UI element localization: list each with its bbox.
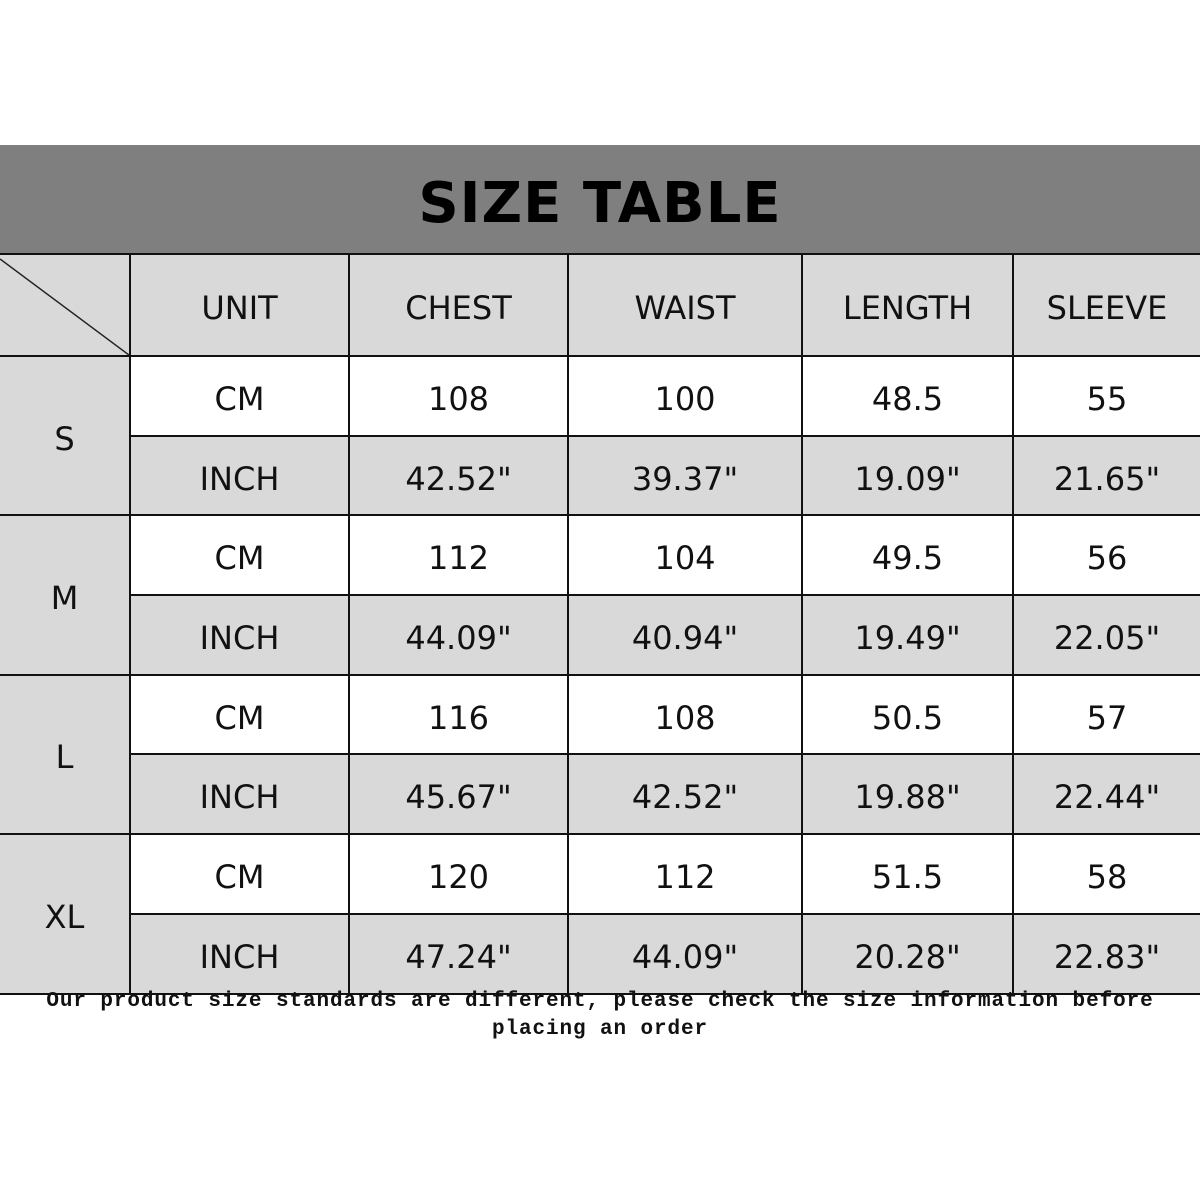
header-chest: CHEST bbox=[348, 253, 569, 357]
value-cell: 57 bbox=[1012, 673, 1200, 756]
value-cell: 44.09" bbox=[567, 912, 803, 995]
value-cell: 19.49" bbox=[801, 594, 1014, 676]
value-cell: 56 bbox=[1012, 514, 1200, 597]
table-row: INCH 42.52" 39.37" 19.09" 21.65" bbox=[0, 434, 1200, 517]
unit-cell: INCH bbox=[130, 912, 350, 995]
value-cell: 45.67" bbox=[348, 753, 569, 836]
size-table: UNIT CHEST WAIST LENGTH SLEEVE S CM 108 100… bbox=[0, 253, 1200, 995]
value-cell: 108 bbox=[348, 355, 569, 437]
value-cell: 112 bbox=[567, 833, 803, 915]
table-row: INCH 45.67" 42.52" 19.88" 22.44" bbox=[0, 753, 1200, 836]
table-row: INCH 44.09" 40.94" 19.49" 22.05" bbox=[0, 594, 1200, 676]
size-label: S bbox=[0, 354, 131, 517]
value-cell: 58 bbox=[1012, 833, 1200, 915]
header-row: UNIT CHEST WAIST LENGTH SLEEVE bbox=[0, 253, 1200, 357]
title-band: SIZE TABLE bbox=[0, 145, 1200, 253]
value-cell: 104 bbox=[567, 514, 803, 597]
unit-cell: CM bbox=[129, 833, 350, 915]
page-title: SIZE TABLE bbox=[418, 170, 782, 236]
size-label: L bbox=[0, 673, 131, 836]
value-cell: 112 bbox=[348, 514, 569, 597]
value-cell: 20.28" bbox=[801, 912, 1014, 995]
value-cell: 47.24" bbox=[348, 912, 569, 995]
size-label: XL bbox=[0, 833, 131, 995]
unit-cell: CM bbox=[129, 673, 350, 756]
corner-cell bbox=[0, 253, 131, 357]
header-length: LENGTH bbox=[801, 253, 1014, 357]
diagonal-line-icon bbox=[0, 255, 129, 355]
value-cell: 48.5 bbox=[801, 355, 1014, 437]
unit-cell: CM bbox=[129, 355, 350, 437]
value-cell: 22.83" bbox=[1012, 912, 1200, 995]
value-cell: 22.05" bbox=[1012, 594, 1200, 676]
value-cell: 22.44" bbox=[1012, 753, 1200, 836]
unit-cell: INCH bbox=[130, 594, 350, 676]
value-cell: 55 bbox=[1012, 355, 1200, 437]
value-cell: 42.52" bbox=[348, 434, 569, 517]
value-cell: 100 bbox=[567, 355, 803, 437]
unit-cell: INCH bbox=[130, 434, 350, 517]
table-row: INCH 47.24" 44.09" 20.28" 22.83" bbox=[0, 912, 1200, 995]
value-cell: 19.88" bbox=[801, 753, 1014, 836]
unit-cell: INCH bbox=[130, 753, 350, 836]
note-line-1: Our product size standards are different… bbox=[46, 990, 1154, 1013]
value-cell: 108 bbox=[567, 673, 803, 756]
size-label: M bbox=[0, 514, 131, 676]
header-sleeve: SLEEVE bbox=[1012, 253, 1200, 357]
table-row: S CM 108 100 48.5 55 bbox=[0, 354, 1200, 517]
value-cell: 19.09" bbox=[801, 434, 1014, 517]
value-cell: 39.37" bbox=[567, 434, 803, 517]
value-cell: 120 bbox=[348, 833, 569, 915]
value-cell: 21.65" bbox=[1012, 434, 1200, 517]
size-note: Our product size standards are different… bbox=[0, 988, 1200, 1044]
value-cell: 40.94" bbox=[567, 594, 803, 676]
value-cell: 51.5 bbox=[801, 833, 1014, 915]
header-unit: UNIT bbox=[129, 253, 350, 357]
table-row: XL CM 120 112 51.5 58 bbox=[0, 833, 1200, 995]
value-cell: 42.52" bbox=[567, 753, 803, 836]
value-cell: 44.09" bbox=[348, 594, 569, 676]
table-row: M CM 112 104 49.5 56 bbox=[0, 514, 1200, 676]
note-line-2: placing an order bbox=[491, 1018, 709, 1041]
value-cell: 50.5 bbox=[801, 673, 1014, 756]
header-waist: WAIST bbox=[567, 253, 803, 357]
table-row: L CM 116 108 50.5 57 bbox=[0, 673, 1200, 836]
unit-cell: CM bbox=[129, 514, 350, 597]
value-cell: 116 bbox=[348, 673, 569, 756]
value-cell: 49.5 bbox=[801, 514, 1014, 597]
